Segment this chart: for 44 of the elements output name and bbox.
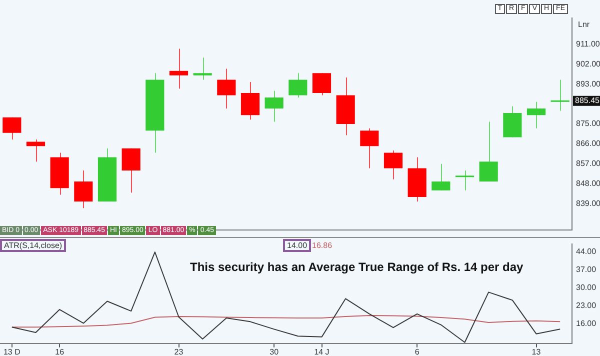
y-tick-label: 893.00 bbox=[576, 79, 600, 88]
candlestick bbox=[479, 121, 498, 182]
candlestick bbox=[526, 101, 546, 129]
x-tick-label: 13 D bbox=[3, 347, 21, 356]
x-tick-label: 6 bbox=[414, 347, 420, 356]
candlestick bbox=[169, 48, 188, 90]
y-tick-label: 44.00 bbox=[576, 246, 597, 256]
candlestick bbox=[26, 138, 46, 162]
candlestick bbox=[360, 128, 379, 169]
x-tick-label: 16 bbox=[55, 347, 65, 356]
annotation: 885.45 bbox=[575, 96, 600, 106]
y-tick-label: 23.00 bbox=[576, 301, 597, 310]
y-tick-label: 857.00 bbox=[576, 159, 600, 168]
x-tick-label: 23 bbox=[174, 347, 184, 356]
y-tick-label: 866.00 bbox=[576, 139, 600, 148]
annotation: 16.86 bbox=[312, 241, 332, 250]
candlestick bbox=[432, 163, 450, 191]
y-tick-label: 37.00 bbox=[576, 264, 597, 274]
candlestick bbox=[550, 79, 570, 112]
y-tick-label: 848.00 bbox=[576, 178, 600, 188]
x-tick-label: 30 bbox=[270, 347, 280, 356]
candlestick bbox=[455, 170, 474, 191]
candlestick bbox=[312, 72, 332, 96]
text: Lnr bbox=[578, 20, 590, 29]
candlestick bbox=[384, 150, 403, 180]
candlestick bbox=[264, 90, 284, 122]
candlestick bbox=[2, 116, 22, 140]
y-tick-label: 16.00 bbox=[576, 319, 597, 328]
candlestick bbox=[74, 170, 93, 209]
candlestick bbox=[240, 81, 260, 120]
annotation: 14.00 bbox=[283, 239, 312, 252]
candlestick bbox=[193, 57, 212, 80]
y-tick-label: 911.00 bbox=[576, 40, 600, 49]
y-tick-label: 30.00 bbox=[576, 282, 597, 292]
candlestick bbox=[217, 68, 236, 110]
x-tick-label: 14 J bbox=[314, 347, 330, 356]
annotation: This security has an Average True Range of Rs. 14 per day bbox=[190, 260, 524, 274]
y-tick-label: 875.00 bbox=[576, 119, 600, 128]
annotation: ATR(S,14,close) bbox=[0, 239, 66, 252]
x-tick-label: 13 bbox=[532, 347, 542, 356]
candlestick bbox=[122, 148, 140, 194]
y-tick-label: 902.00 bbox=[576, 59, 600, 68]
candlestick bbox=[288, 72, 308, 98]
y-tick-label: 839.00 bbox=[576, 198, 600, 208]
